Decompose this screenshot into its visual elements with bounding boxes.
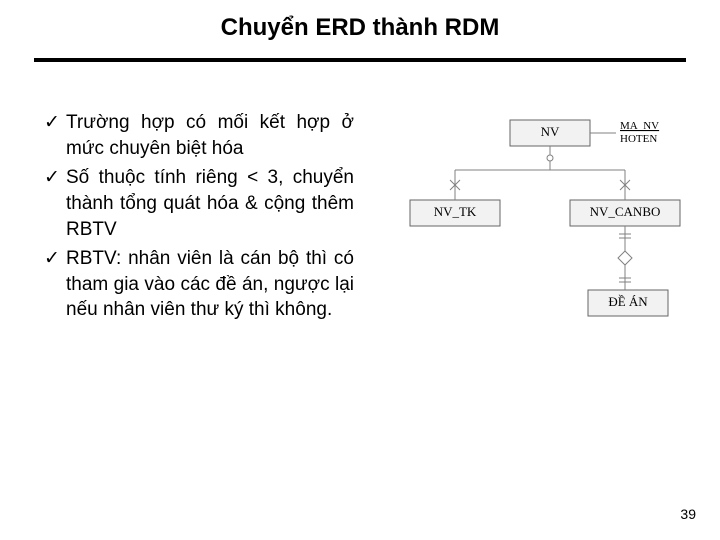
erd-diagram: NV NV_TK NV_CANBO ĐỀ ÁN MA_NVHOTEN (370, 100, 700, 360)
svg-text:NV: NV (541, 124, 560, 139)
svg-text:ĐỀ ÁN: ĐỀ ÁN (608, 294, 648, 309)
svg-text:NV_TK: NV_TK (434, 204, 477, 219)
bullet-text: Trường hợp có mối kết hợp ở mức chuyên b… (66, 110, 354, 161)
title-divider (34, 58, 686, 62)
erd-svg: NV NV_TK NV_CANBO ĐỀ ÁN MA_NVHOTEN (370, 100, 700, 360)
svg-text:MA_NV: MA_NV (620, 120, 659, 132)
bullet-list: ✓ Trường hợp có mối kết hợp ở mức chuyên… (44, 110, 354, 327)
check-icon: ✓ (44, 246, 66, 323)
list-item: ✓ Trường hợp có mối kết hợp ở mức chuyên… (44, 110, 354, 161)
list-item: ✓ RBTV: nhân viên là cán bộ thì có tham … (44, 246, 354, 323)
check-icon: ✓ (44, 110, 66, 161)
check-icon: ✓ (44, 165, 66, 242)
bullet-text: RBTV: nhân viên là cán bộ thì có tham gi… (66, 246, 354, 323)
svg-text:HOTEN: HOTEN (620, 133, 657, 145)
page-number: 39 (680, 506, 696, 522)
list-item: ✓ Số thuộc tính riêng < 3, chuyển thành … (44, 165, 354, 242)
bullet-text: Số thuộc tính riêng < 3, chuyển thành tổ… (66, 165, 354, 242)
svg-text:NV_CANBO: NV_CANBO (590, 204, 661, 219)
page-title: Chuyển ERD thành RDM (0, 14, 720, 42)
